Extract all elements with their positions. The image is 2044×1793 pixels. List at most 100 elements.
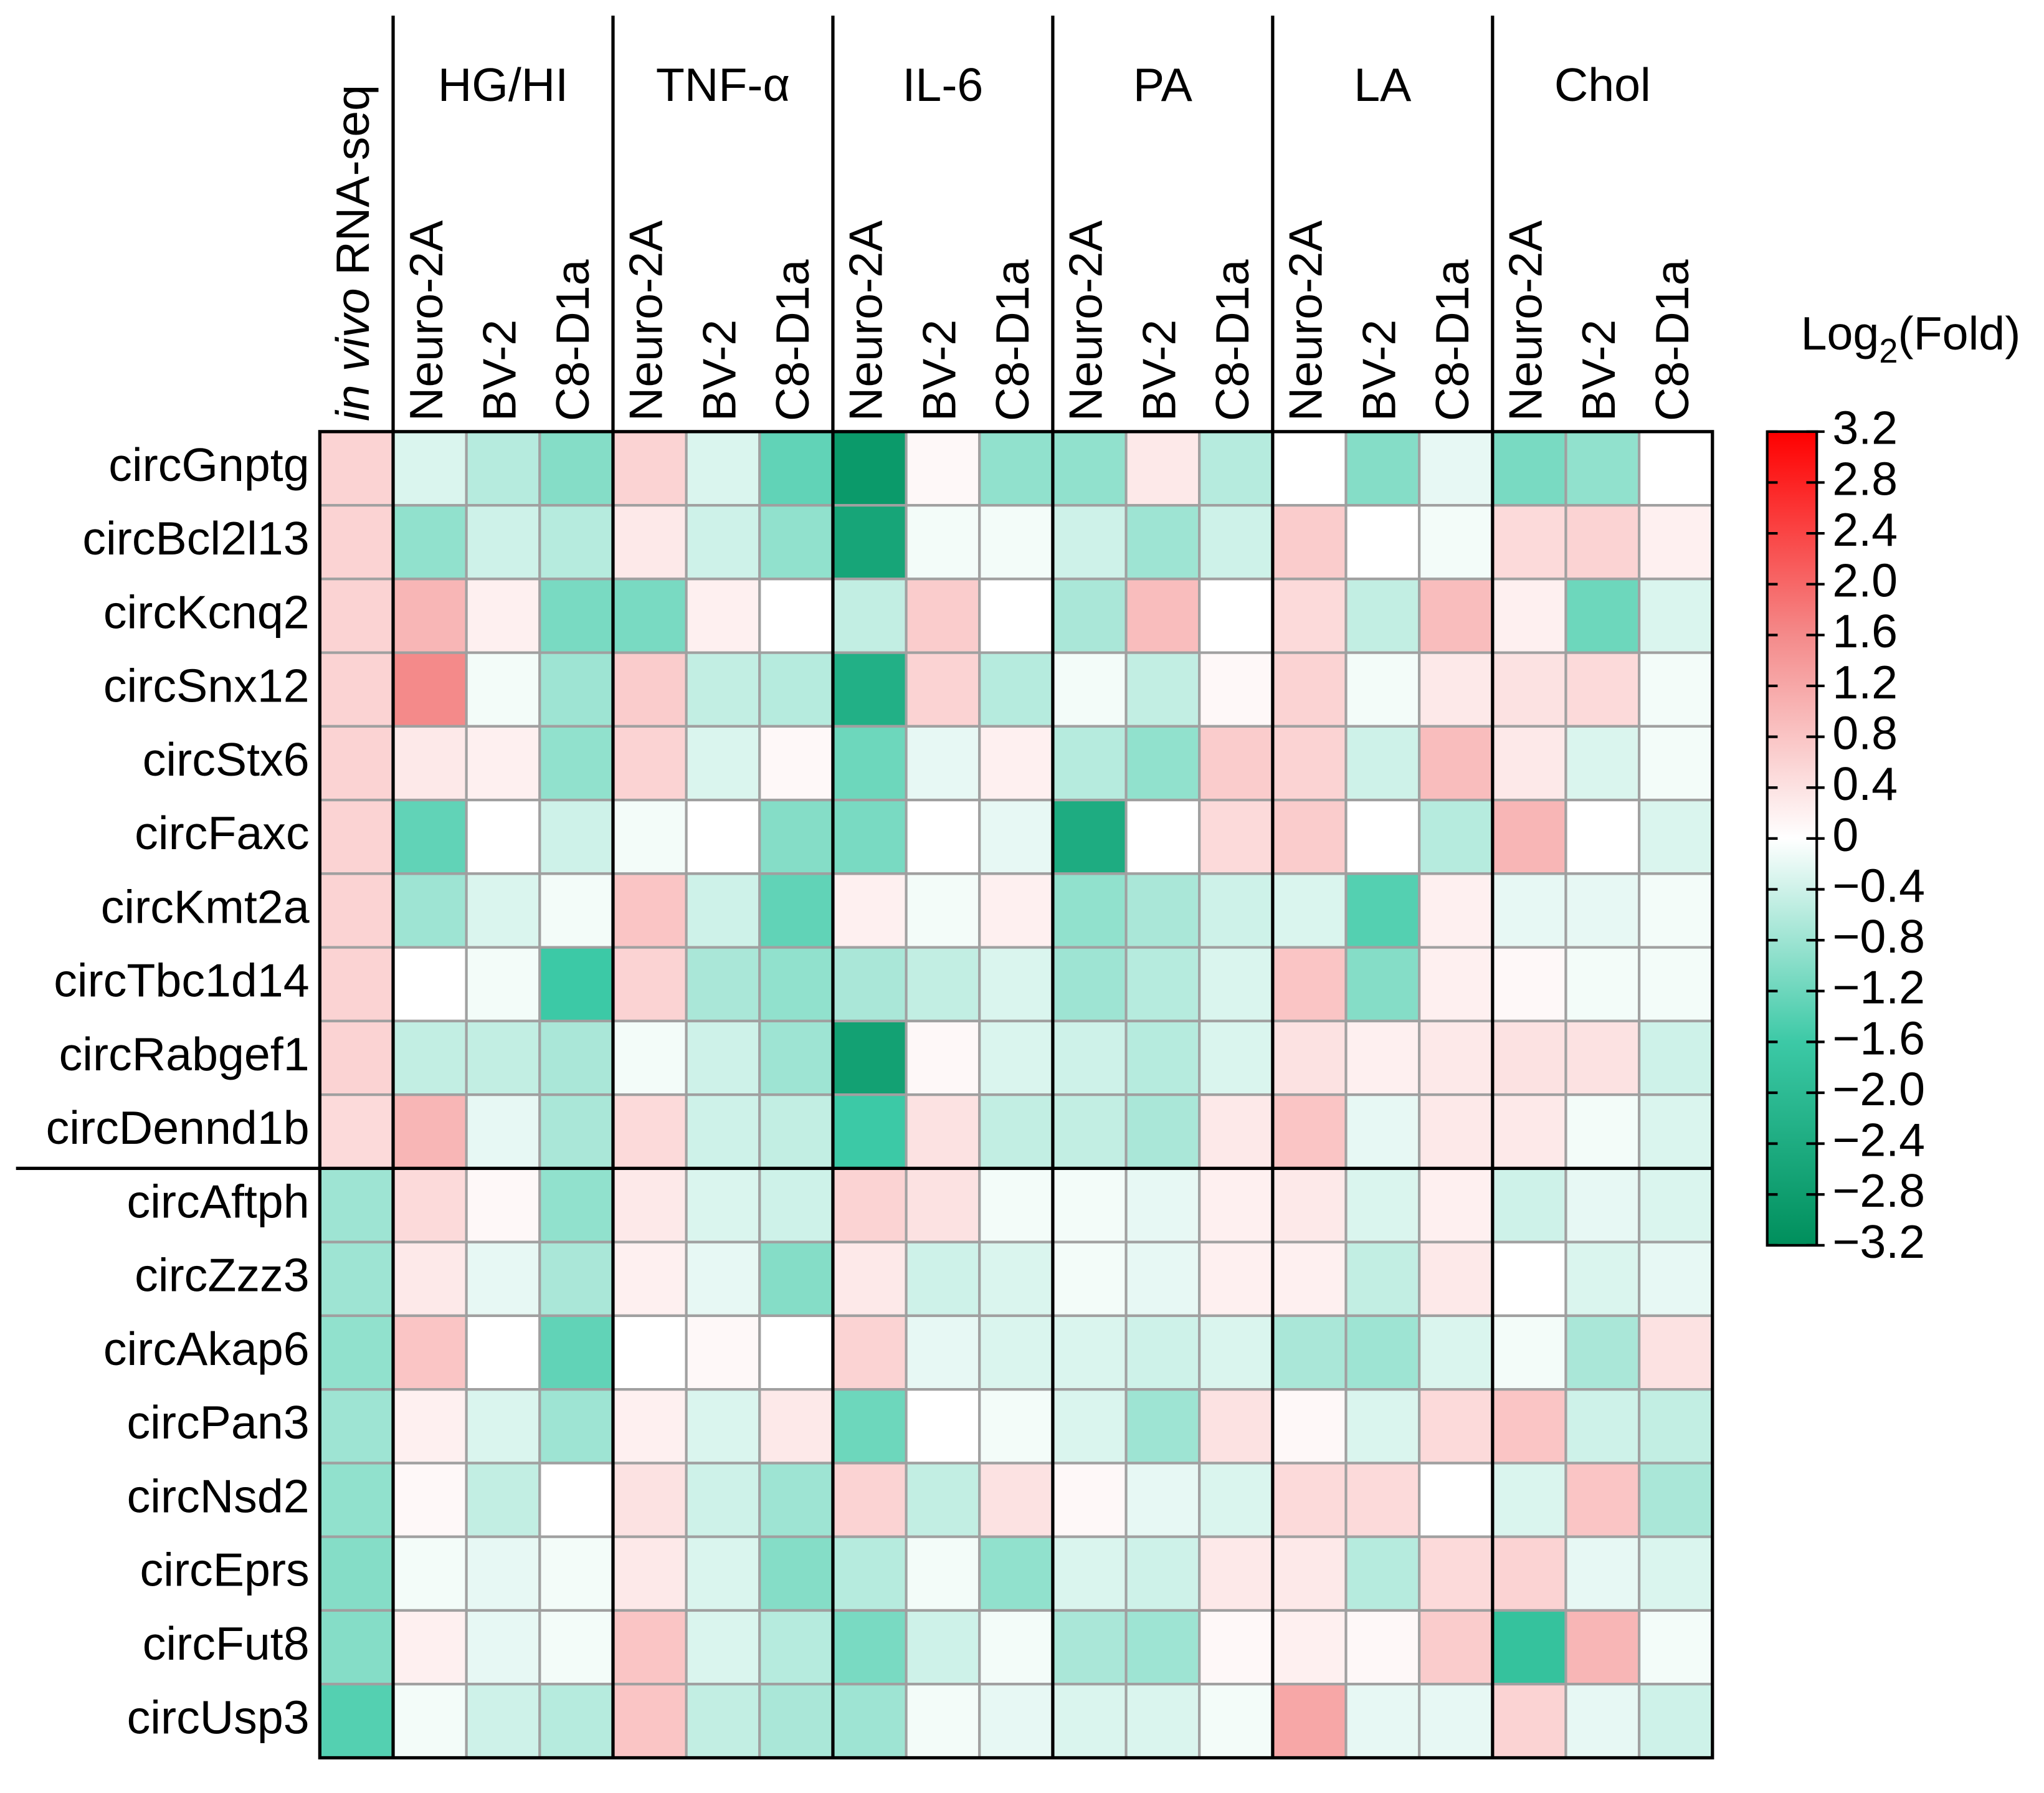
heatmap-cell — [1638, 1314, 1714, 1391]
heatmap-cell — [685, 1388, 761, 1465]
heatmap-cell — [905, 1240, 981, 1318]
heatmap-cell — [1124, 430, 1201, 507]
heatmap-cell — [978, 503, 1055, 581]
heatmap-cell — [1418, 1167, 1494, 1244]
row-label: circGnptg — [108, 439, 309, 491]
heatmap-cell — [1198, 1609, 1274, 1686]
heatmap-cell — [831, 578, 908, 654]
heatmap-cell — [465, 1683, 541, 1759]
heatmap-cell — [1271, 430, 1348, 507]
heatmap-cell — [1271, 578, 1348, 654]
heatmap-cell — [831, 1609, 908, 1686]
heatmap-cell — [1198, 1683, 1274, 1759]
heatmap-cell — [1564, 1609, 1641, 1686]
heatmap-cell — [1344, 1240, 1421, 1318]
heatmap-cell — [1344, 578, 1421, 654]
heatmap-cell — [1124, 1167, 1201, 1244]
heatmap-cell — [905, 578, 981, 654]
column-label: C8-D1a — [546, 259, 599, 421]
colorbar-tick-label: 1.6 — [1832, 605, 1898, 657]
row-label: circFaxc — [135, 807, 309, 859]
heatmap-cell — [758, 1093, 835, 1170]
heatmap-cell — [1638, 799, 1714, 875]
column-label: BV-2 — [1133, 320, 1185, 421]
heatmap-cell — [758, 799, 835, 875]
heatmap-cell — [1271, 946, 1348, 1022]
group-label: Chol — [1554, 59, 1651, 111]
row-label: circSnx12 — [103, 660, 310, 712]
heatmap-cell — [1344, 1462, 1421, 1538]
heatmap-cell — [1344, 799, 1421, 875]
row-label: circDennd1b — [46, 1101, 310, 1154]
heatmap-cell — [538, 578, 615, 654]
heatmap-cell — [538, 1683, 615, 1759]
colorbar-tick-label: −0.8 — [1832, 910, 1925, 963]
heatmap-cell — [465, 725, 541, 802]
heatmap-cell — [1344, 1609, 1421, 1686]
heatmap-cell — [1198, 799, 1274, 875]
heatmap-cell — [1564, 1388, 1641, 1465]
heatmap-cell — [611, 872, 688, 949]
heatmap-cell — [905, 1388, 981, 1465]
heatmap-cell — [1564, 1314, 1641, 1391]
heatmap-cell — [1124, 1462, 1201, 1538]
colorbar-tick-label: −3.2 — [1832, 1215, 1925, 1268]
heatmap-cell — [1124, 503, 1201, 581]
heatmap-cell — [1564, 946, 1641, 1022]
heatmap-cell — [1638, 1093, 1714, 1170]
heatmap-cell — [1271, 1019, 1348, 1096]
heatmap-cell — [611, 1462, 688, 1538]
heatmap-cell — [1051, 1019, 1128, 1096]
heatmap-cell — [391, 1240, 468, 1318]
heatmap-cell — [1051, 1167, 1128, 1244]
heatmap-cell — [465, 946, 541, 1022]
heatmap-cell — [1418, 651, 1494, 728]
heatmap-cell — [758, 725, 835, 802]
heatmap-cell — [1638, 1388, 1714, 1465]
group-label: LA — [1354, 59, 1412, 111]
heatmap-cell — [1418, 799, 1494, 875]
heatmap-cell — [1418, 946, 1494, 1022]
heatmap-cell — [1491, 503, 1567, 581]
heatmap-cell — [1491, 725, 1567, 802]
heatmap-cell — [831, 946, 908, 1022]
heatmap-cell — [318, 1609, 395, 1686]
heatmap-cell — [1051, 799, 1128, 875]
heatmap-cell — [1198, 1093, 1274, 1170]
heatmap-cell — [318, 946, 395, 1022]
heatmap-cell — [1344, 1093, 1421, 1170]
heatmap-cell — [1418, 1314, 1494, 1391]
heatmap-cell — [758, 1167, 835, 1244]
heatmap-cell — [1198, 1314, 1274, 1391]
heatmap-cell — [685, 1609, 761, 1686]
heatmap-cell — [1564, 1683, 1641, 1759]
heatmap-cell — [1271, 1462, 1348, 1538]
heatmap-cell — [831, 725, 908, 802]
column-label: Neuro-2A — [620, 220, 672, 421]
heatmap-cell — [1564, 1462, 1641, 1538]
heatmap-cell — [611, 1093, 688, 1170]
heatmap-cell — [905, 1462, 981, 1538]
heatmap-cell — [1051, 1240, 1128, 1318]
heatmap-cell — [1198, 1388, 1274, 1465]
heatmap-cell — [685, 725, 761, 802]
heatmap-cell — [685, 872, 761, 949]
heatmap-cell — [1051, 872, 1128, 949]
heatmap-cell — [905, 725, 981, 802]
heatmap-cell — [1198, 725, 1274, 802]
colorbar-tick-label: −2.0 — [1832, 1063, 1925, 1115]
heatmap-cell — [1638, 430, 1714, 507]
column-label: BV-2 — [1352, 320, 1405, 421]
column-label-italic: in vivo — [326, 275, 379, 421]
heatmap-cell — [685, 1240, 761, 1318]
heatmap-cell — [1124, 799, 1201, 875]
heatmap-cell — [831, 1535, 908, 1612]
heatmap-cell — [905, 651, 981, 728]
heatmap-cell — [1344, 1683, 1421, 1759]
heatmap-cell — [758, 1609, 835, 1686]
heatmap-cell — [1638, 1683, 1714, 1759]
heatmap-cell — [1491, 1462, 1567, 1538]
heatmap-cell — [611, 725, 688, 802]
heatmap-cell — [978, 1240, 1055, 1318]
